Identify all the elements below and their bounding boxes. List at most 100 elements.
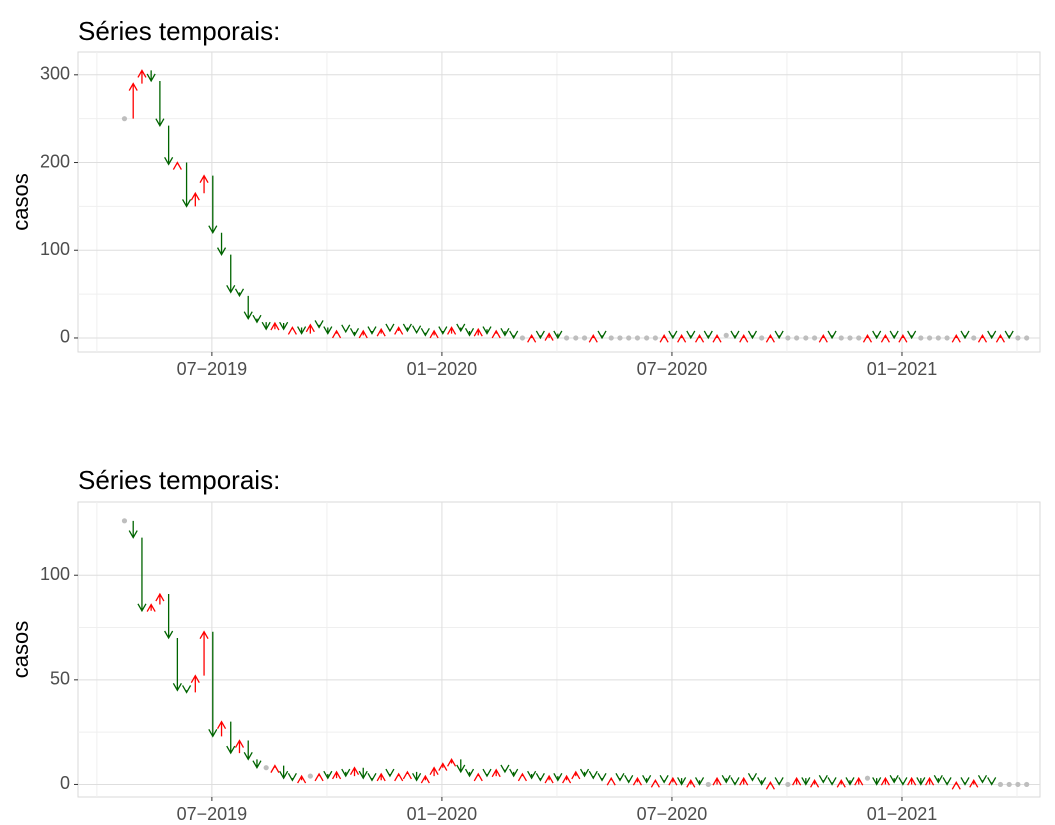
down-arrow bbox=[597, 772, 607, 782]
flat-point bbox=[847, 335, 853, 341]
down-arrow bbox=[960, 330, 970, 340]
down-arrow bbox=[774, 777, 784, 786]
down-arrow bbox=[933, 775, 943, 784]
down-arrow bbox=[942, 777, 952, 786]
up-arrow bbox=[677, 334, 687, 343]
down-arrow bbox=[553, 330, 563, 340]
up-arrow bbox=[907, 776, 917, 786]
down-arrow bbox=[889, 775, 899, 784]
down-arrow bbox=[624, 775, 634, 784]
up-arrow bbox=[792, 776, 802, 786]
down-arrow bbox=[216, 232, 227, 256]
down-arrow bbox=[482, 326, 492, 335]
down-arrow bbox=[226, 254, 236, 294]
up-arrow bbox=[394, 326, 404, 335]
flat-point bbox=[1015, 335, 1021, 341]
down-arrow bbox=[367, 326, 377, 335]
up-arrow bbox=[659, 334, 669, 343]
up-arrow bbox=[765, 334, 775, 343]
up-arrow bbox=[686, 778, 696, 788]
flat-point bbox=[856, 335, 862, 341]
up-arrow bbox=[562, 774, 572, 784]
down-arrow bbox=[872, 330, 882, 340]
up-arrow bbox=[376, 327, 386, 337]
down-arrow bbox=[987, 777, 997, 786]
chart-title: Séries temporais: bbox=[78, 465, 280, 495]
down-arrow bbox=[553, 772, 563, 782]
down-arrow bbox=[509, 768, 519, 778]
down-arrow bbox=[323, 326, 333, 335]
down-arrow bbox=[385, 323, 395, 333]
down-arrow bbox=[420, 328, 430, 337]
flat-point bbox=[573, 335, 579, 341]
down-arrow bbox=[367, 772, 377, 782]
up-arrow bbox=[668, 776, 678, 786]
down-arrow bbox=[747, 330, 758, 340]
flat-point bbox=[581, 335, 588, 341]
down-arrow bbox=[314, 320, 324, 329]
up-arrow bbox=[429, 329, 439, 339]
flat-point bbox=[652, 335, 658, 341]
up-arrow bbox=[438, 762, 448, 771]
down-arrow bbox=[889, 330, 899, 340]
down-arrow bbox=[668, 330, 678, 340]
down-arrow bbox=[757, 777, 767, 786]
up-arrow bbox=[447, 326, 457, 335]
down-arrow bbox=[827, 777, 837, 786]
up-arrow bbox=[810, 778, 820, 788]
down-arrow bbox=[642, 775, 652, 784]
flat-point bbox=[1006, 781, 1012, 788]
up-arrow bbox=[606, 776, 616, 786]
flat-point bbox=[263, 765, 269, 771]
flat-point bbox=[811, 335, 818, 341]
up-arrow bbox=[491, 329, 501, 339]
down-arrow bbox=[385, 768, 395, 778]
down-arrow bbox=[500, 328, 510, 337]
up-arrow bbox=[650, 778, 660, 788]
up-arrow bbox=[146, 603, 156, 612]
x-tick-label: 01−2020 bbox=[407, 359, 478, 379]
up-arrow bbox=[420, 774, 430, 784]
down-arrow bbox=[588, 770, 598, 780]
flat-point bbox=[803, 335, 809, 341]
down-arrow bbox=[659, 775, 669, 784]
flat-point bbox=[918, 335, 924, 341]
x-tick-label: 07−2019 bbox=[177, 804, 248, 824]
down-arrow bbox=[500, 764, 510, 774]
down-arrow bbox=[1004, 330, 1014, 340]
down-arrow bbox=[349, 328, 360, 337]
up-arrow bbox=[544, 774, 554, 784]
up-arrow bbox=[995, 334, 1005, 343]
up-arrow bbox=[199, 630, 209, 676]
flat-point bbox=[121, 116, 128, 122]
y-axis-label: casos bbox=[8, 621, 33, 678]
flat-point bbox=[307, 773, 313, 779]
down-arrow bbox=[164, 594, 174, 640]
flat-point bbox=[644, 335, 650, 341]
down-arrow bbox=[482, 768, 492, 778]
up-arrow bbox=[491, 768, 501, 778]
down-arrow bbox=[438, 326, 448, 335]
flat-point bbox=[1024, 781, 1030, 788]
up-arrow bbox=[358, 329, 368, 339]
up-arrow bbox=[172, 161, 182, 170]
up-arrow bbox=[544, 332, 554, 341]
up-arrow bbox=[473, 772, 483, 782]
up-arrow bbox=[287, 326, 297, 335]
down-arrow bbox=[597, 330, 607, 340]
flat-point bbox=[926, 335, 933, 341]
flat-point bbox=[935, 335, 941, 341]
flat-point bbox=[705, 781, 711, 788]
flat-point bbox=[944, 335, 950, 341]
up-arrow bbox=[429, 766, 439, 777]
up-arrow bbox=[155, 592, 165, 605]
down-arrow bbox=[456, 759, 466, 774]
y-tick-label: 0 bbox=[60, 327, 70, 347]
up-arrow bbox=[349, 766, 360, 777]
flat-point bbox=[785, 781, 791, 788]
up-arrow bbox=[234, 739, 245, 754]
down-arrow bbox=[252, 759, 262, 770]
down-arrow bbox=[172, 637, 182, 692]
